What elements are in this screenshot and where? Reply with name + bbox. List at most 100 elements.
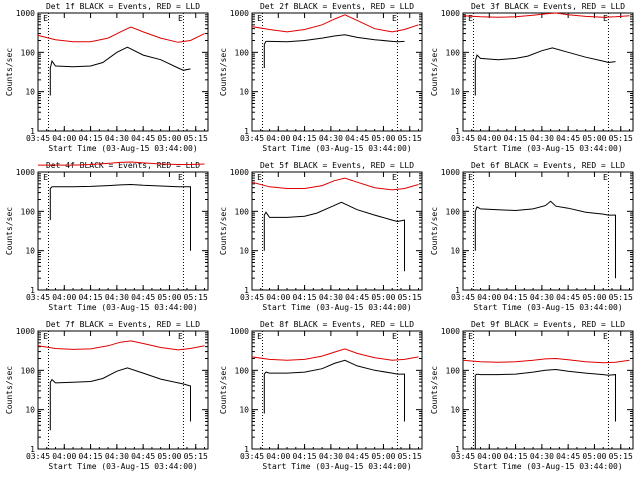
lld-series-line	[251, 348, 419, 361]
x-axis-label: Start Time (03-Aug-15 03:44:00)	[48, 462, 197, 471]
event-flag: E	[257, 332, 262, 341]
x-tick-label: 05:00	[157, 293, 181, 302]
y-tick-label: 1000	[230, 168, 249, 177]
lld-series-line	[251, 14, 419, 33]
y-axis-label: Counts/sec	[5, 48, 14, 96]
detector-panel: Det 5f BLACK = Events, RED = LLD 1 10 100 10…	[219, 161, 423, 312]
x-tick-label: 03:45	[240, 293, 264, 302]
events-series-line	[49, 183, 191, 251]
detector-panel: Det 2f BLACK = Events, RED = LLD 1 10 100 10…	[219, 2, 423, 153]
x-tick-label: 04:15	[293, 452, 317, 461]
y-tick-label: 1	[455, 127, 460, 136]
events-series-line	[263, 201, 405, 272]
y-tick-label: 1	[244, 286, 249, 295]
x-tick-label: 04:30	[105, 134, 129, 143]
x-tick-label: 04:30	[530, 452, 554, 461]
x-tick-label: 03:45	[451, 452, 475, 461]
x-tick-label: 04:30	[105, 452, 129, 461]
x-tick-label: 04:00	[266, 452, 290, 461]
y-tick-label: 1000	[16, 327, 35, 336]
plot-frame	[251, 171, 423, 291]
lld-series-line	[251, 177, 419, 191]
event-flag: E	[43, 173, 48, 182]
plot-frame	[37, 330, 209, 450]
plot-frame	[37, 171, 209, 291]
panel-title: Det 6f BLACK = Events, RED = LLD	[471, 161, 625, 170]
x-tick-label: 04:00	[266, 293, 290, 302]
x-axis-label: Start Time (03-Aug-15 03:44:00)	[48, 144, 197, 153]
y-tick-label: 1000	[441, 327, 460, 336]
event-flag: E	[603, 173, 608, 182]
y-tick-label: 100	[21, 48, 36, 57]
y-tick-label: 100	[21, 207, 36, 216]
event-flag: E	[603, 332, 608, 341]
event-flag: E	[392, 14, 397, 23]
x-tick-label: 05:00	[582, 134, 606, 143]
events-series-line	[49, 367, 191, 431]
y-tick-label: 10	[450, 247, 460, 256]
event-flag: E	[257, 14, 262, 23]
x-tick-label: 05:00	[371, 452, 395, 461]
panel-title: Det 8f BLACK = Events, RED = LLD	[260, 320, 414, 329]
events-series-line	[263, 359, 405, 422]
x-tick-label: 04:45	[556, 452, 580, 461]
x-tick-label: 04:00	[52, 293, 76, 302]
event-flag: E	[43, 14, 48, 23]
x-tick-label: 04:15	[293, 134, 317, 143]
y-tick-label: 1000	[441, 168, 460, 177]
event-flag: E	[178, 14, 183, 23]
y-tick-label: 1000	[441, 9, 460, 18]
y-axis-label: Counts/sec	[5, 207, 14, 255]
x-tick-label: 04:15	[504, 452, 528, 461]
y-tick-label: 1000	[230, 9, 249, 18]
x-tick-label: 04:00	[477, 293, 501, 302]
detector-panel: Det 9f BLACK = Events, RED = LLD 1 10 100 10…	[430, 320, 634, 471]
x-axis-label: Start Time (03-Aug-15 03:44:00)	[48, 303, 197, 312]
x-tick-label: 05:15	[184, 452, 208, 461]
y-tick-label: 100	[21, 366, 36, 375]
y-tick-label: 10	[25, 247, 35, 256]
x-tick-label: 04:00	[266, 134, 290, 143]
lld-series-line	[37, 26, 205, 43]
plot-frame	[251, 12, 423, 132]
x-tick-label: 04:15	[79, 452, 103, 461]
y-tick-label: 1	[455, 445, 460, 454]
x-tick-label: 05:15	[398, 134, 422, 143]
event-flag: E	[43, 332, 48, 341]
lld-series-line	[37, 340, 205, 351]
x-tick-label: 04:45	[556, 293, 580, 302]
x-tick-label: 05:00	[371, 293, 395, 302]
y-tick-label: 1	[244, 127, 249, 136]
x-tick-label: 03:45	[26, 134, 50, 143]
detector-panel: Det 1f BLACK = Events, RED = LLD 1 10 100 10…	[5, 2, 209, 153]
x-tick-label: 04:15	[504, 293, 528, 302]
x-tick-label: 05:00	[157, 452, 181, 461]
y-tick-label: 10	[450, 406, 460, 415]
plot-frame	[251, 330, 423, 450]
x-tick-label: 03:45	[451, 293, 475, 302]
y-tick-label: 10	[239, 247, 249, 256]
x-axis-label: Start Time (03-Aug-15 03:44:00)	[473, 462, 622, 471]
x-tick-label: 03:45	[240, 134, 264, 143]
y-tick-label: 1000	[230, 327, 249, 336]
x-tick-label: 03:45	[26, 452, 50, 461]
x-tick-label: 05:00	[582, 452, 606, 461]
y-tick-label: 10	[25, 406, 35, 415]
x-tick-label: 04:15	[79, 293, 103, 302]
x-tick-label: 04:30	[530, 293, 554, 302]
event-flag: E	[178, 173, 183, 182]
event-flag: E	[178, 332, 183, 341]
y-axis-label: Counts/sec	[5, 366, 14, 414]
x-tick-label: 03:45	[451, 134, 475, 143]
y-tick-label: 1	[30, 286, 35, 295]
y-axis-label: Counts/sec	[219, 48, 228, 96]
events-series-line	[474, 200, 616, 279]
event-flag: E	[392, 332, 397, 341]
y-tick-label: 100	[235, 207, 250, 216]
y-tick-label: 100	[446, 207, 461, 216]
y-tick-label: 10	[450, 88, 460, 97]
x-tick-label: 05:00	[371, 134, 395, 143]
x-tick-label: 05:15	[398, 293, 422, 302]
x-tick-label: 04:30	[319, 452, 343, 461]
